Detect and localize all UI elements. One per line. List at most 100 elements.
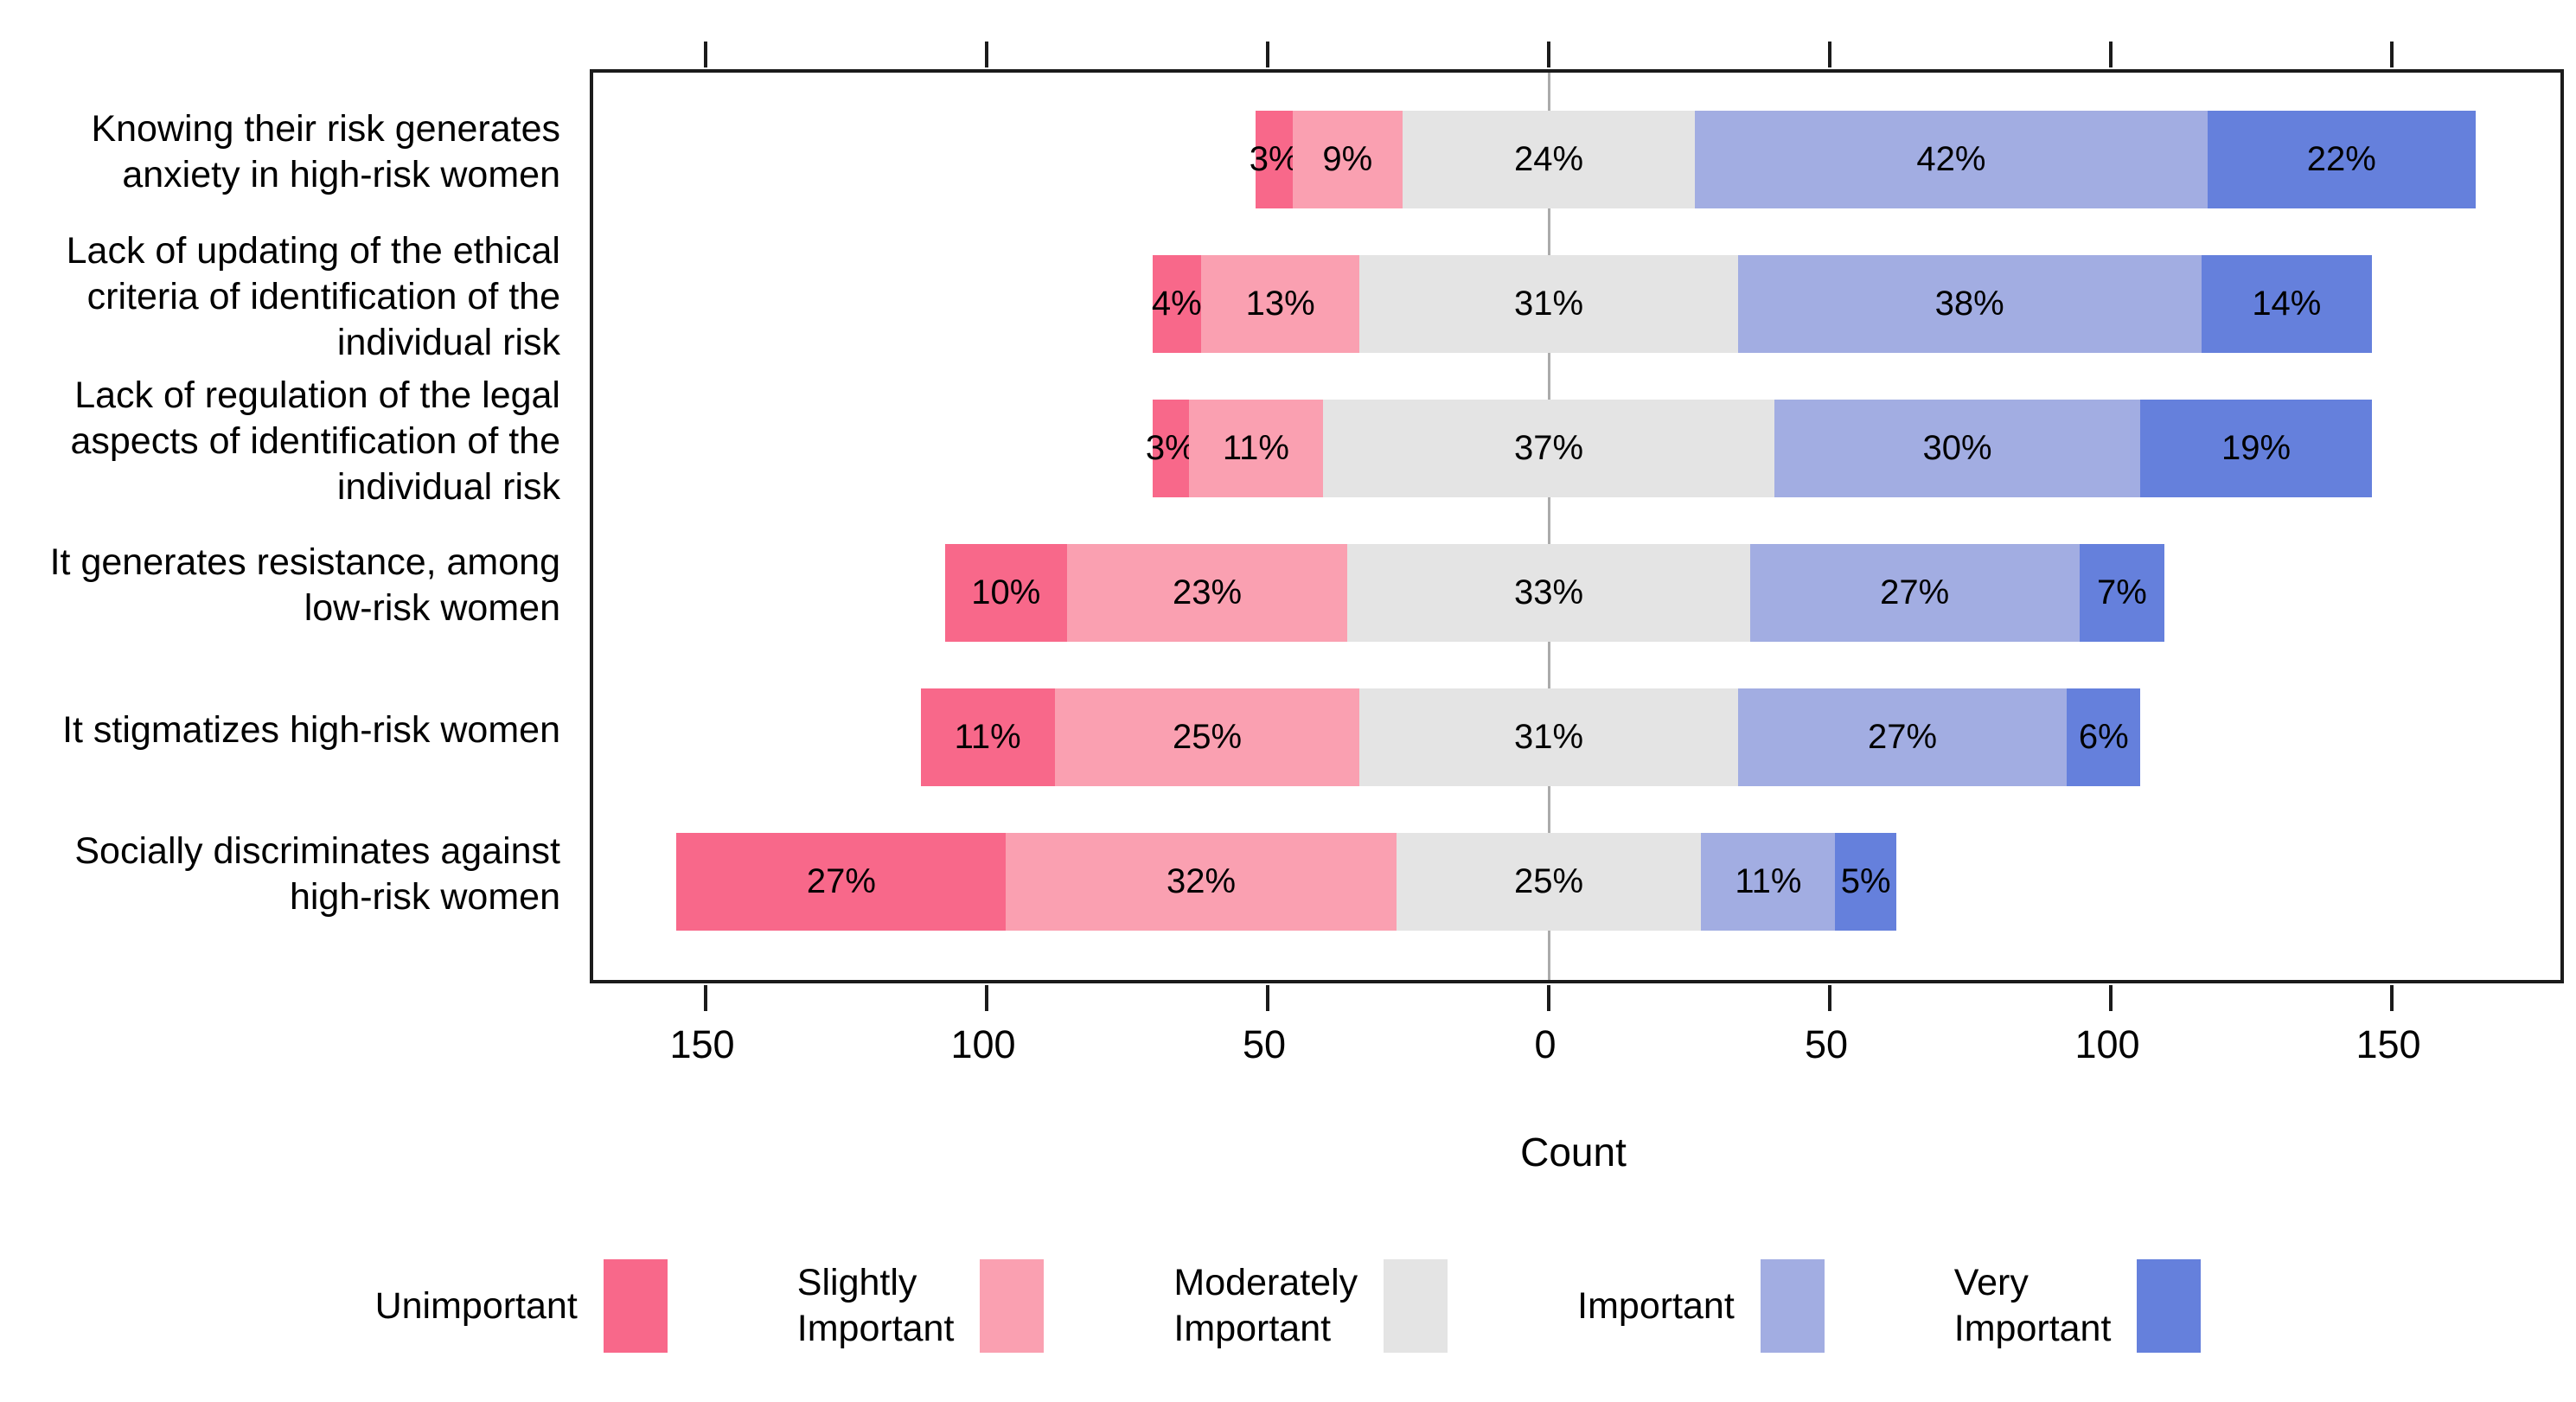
bar-segment-value-label: 25%: [1173, 718, 1243, 756]
bar-segment: 32%: [1006, 832, 1397, 931]
legend-label: Unimportant: [375, 1284, 578, 1329]
category-label-line: individual risk: [336, 321, 560, 363]
bar-segment: 31%: [1359, 254, 1738, 353]
bar-segment: 11%: [1188, 399, 1324, 497]
legend-label-line: Important: [796, 1308, 955, 1349]
bar-segment-value-label: 42%: [1916, 140, 1986, 178]
x-tick-label: 50: [1804, 1022, 1849, 1066]
bar-segment: 10%: [944, 543, 1067, 642]
bar-segment: 27%: [1737, 688, 2068, 786]
bar-segment: 19%: [2140, 399, 2373, 497]
legend-item-important: Important: [1577, 1259, 1825, 1353]
legend-label: Important: [1577, 1284, 1735, 1329]
category-label-line: It generates resistance, among: [49, 541, 560, 583]
bar-segment-value-label: 25%: [1513, 862, 1584, 900]
x-tick-label: 100: [950, 1022, 1016, 1066]
category-label-line: anxiety in high-risk women: [122, 154, 560, 195]
bar-segment: 27%: [676, 832, 1007, 931]
legend-item-very-important: Very Important: [1954, 1259, 2202, 1353]
bar-segment-value-label: 23%: [1173, 573, 1243, 611]
x-tick-label: 150: [2355, 1022, 2421, 1066]
bar-segment-value-label: 10%: [971, 573, 1041, 611]
category-label: Lack of regulation of the legal aspects o…: [0, 373, 560, 510]
legend-label: Slightly Important: [797, 1260, 955, 1352]
x-tick-label: 100: [2074, 1022, 2140, 1066]
bar-row: 3% 9% 24% 42% 22%: [593, 110, 2560, 208]
bar-segment-value-label: 27%: [806, 862, 876, 900]
bar-segment: 27%: [1749, 543, 2080, 642]
category-label-line: Lack of regulation of the legal: [74, 374, 560, 416]
legend-item-moderately-important: Moderately Important: [1173, 1259, 1448, 1353]
category-label: Knowing their risk generates anxiety in h…: [0, 106, 560, 198]
bar-segment: 3%: [1250, 110, 1300, 208]
axis-tick-bottom: [1266, 985, 1269, 1011]
legend-color-swatch: [2137, 1259, 2202, 1353]
bar-row: 10% 23% 33% 27% 7%: [593, 543, 2560, 642]
axis-tick-bottom: [2390, 985, 2394, 1011]
bar-segment-value-label: 27%: [1880, 573, 1950, 611]
legend-label: Moderately Important: [1173, 1260, 1358, 1352]
bar-row: 3% 11% 37% 30% 19%: [593, 399, 2560, 497]
bar-segment: 37%: [1323, 399, 1774, 497]
category-label-line: Socially discriminates against: [74, 830, 560, 872]
category-label: It generates resistance, among low-risk w…: [0, 540, 560, 631]
category-label-line: criteria of identification of the: [86, 275, 560, 317]
bar-segment-value-label: 37%: [1513, 429, 1584, 467]
bar-segment-value-label: 30%: [1922, 429, 1992, 467]
bar-segment: 24%: [1402, 110, 1696, 208]
bar-segment: 13%: [1201, 254, 1360, 353]
chart-legend: Unimportant Slightly Important Moderately Im…: [0, 1237, 2576, 1375]
bar-segment-value-label: 31%: [1513, 285, 1584, 323]
bar-segment-value-label: 4%: [1151, 285, 1202, 323]
bar-segment: 38%: [1737, 254, 2202, 353]
bar-segment: 42%: [1695, 110, 2208, 208]
bar-segment-value-label: 31%: [1513, 718, 1584, 756]
bar-segment: 25%: [1396, 832, 1702, 931]
axis-tick-bottom: [2109, 985, 2113, 1011]
legend-label: Very Important: [1954, 1260, 2112, 1352]
axis-tick-bottom: [1547, 985, 1550, 1011]
bar-segment-value-label: 32%: [1166, 862, 1237, 900]
legend-label-line: Important: [1953, 1308, 2112, 1349]
bar-segment-value-label: 24%: [1513, 140, 1584, 178]
bar-segment-value-label: 33%: [1513, 573, 1584, 611]
bar-segment-value-label: 3%: [1145, 429, 1196, 467]
axis-tick-top: [985, 42, 988, 67]
category-label-line: Lack of updating of the ethical: [66, 229, 560, 272]
axis-tick-top: [704, 42, 707, 67]
bar-segment: 25%: [1054, 688, 1360, 786]
bar-row: 11% 25% 31% 27% 6%: [593, 688, 2560, 786]
bar-segment: 11%: [920, 688, 1055, 786]
x-tick-label: 0: [1534, 1022, 1556, 1066]
axis-tick-top: [2109, 42, 2113, 67]
bar-segment: 7%: [2079, 543, 2165, 642]
axis-tick-bottom: [985, 985, 988, 1011]
bar-segment-value-label: 19%: [2221, 429, 2292, 467]
category-label: Lack of updating of the ethical criteria …: [0, 228, 560, 366]
legend-color-swatch: [1760, 1259, 1825, 1353]
axis-tick-bottom: [1828, 985, 1831, 1011]
legend-item-unimportant: Unimportant: [375, 1259, 668, 1353]
bar-segment: 31%: [1359, 688, 1738, 786]
bar-segment-value-label: 9%: [1322, 140, 1373, 178]
bar-segment: 14%: [2201, 254, 2373, 353]
x-tick-label: 50: [1242, 1022, 1287, 1066]
bar-segment: 23%: [1066, 543, 1348, 642]
x-tick-label: 150: [669, 1022, 735, 1066]
bar-segment-value-label: 11%: [1735, 862, 1802, 900]
bar-segment-value-label: 5%: [1840, 862, 1891, 900]
axis-tick-top: [2390, 42, 2394, 67]
plot-area: 3% 9% 24% 42% 22% 4% 13% 31% 38% 14% 3% 11% 37% 30% 19…: [590, 42, 2564, 1011]
axis-tick-top: [1547, 42, 1550, 67]
category-label-line: low-risk women: [304, 587, 560, 629]
bar-segment-value-label: 3%: [1249, 140, 1300, 178]
bar-segment: 3%: [1146, 399, 1196, 497]
bar-segment: 9%: [1292, 110, 1403, 208]
bar-segment: 6%: [2067, 688, 2141, 786]
category-label-line: Knowing their risk generates: [91, 108, 560, 150]
legend-label-line: Very: [1953, 1262, 2029, 1303]
bar-row: 27% 32% 25% 11% 5%: [593, 832, 2560, 931]
legend-label-line: Unimportant: [374, 1284, 578, 1327]
legend-color-swatch: [1384, 1259, 1448, 1353]
